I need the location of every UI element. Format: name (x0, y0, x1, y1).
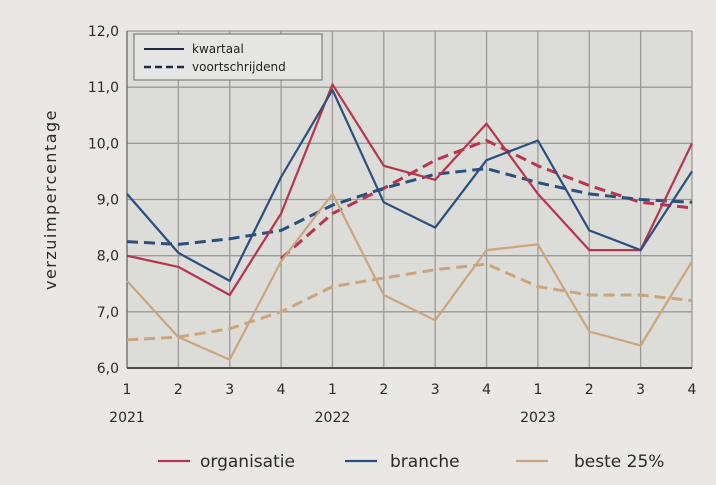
y-tick-label: 8,0 (97, 249, 119, 265)
series-line-beste-25-dashed (126, 262, 693, 342)
year-label: 2023 (520, 410, 556, 426)
x-tick-label: 3 (225, 382, 234, 398)
color-legend-label: beste 25% (574, 452, 664, 472)
x-tick-label: 3 (431, 382, 440, 398)
style-legend-box (133, 33, 323, 81)
series-line-branche-solid (126, 88, 693, 282)
x-tick-label: 4 (277, 382, 286, 398)
color-legend-label: organisatie (200, 452, 295, 472)
y-tick-label: 12,0 (88, 24, 119, 40)
x-tick-label: 2 (585, 382, 594, 398)
style-legend-label: voortschrijdend (192, 60, 286, 74)
x-tick-label: 1 (328, 382, 337, 398)
x-tick-label: 1 (533, 382, 542, 398)
x-tick-label: 2 (174, 382, 183, 398)
series-line-branche-dashed (126, 167, 693, 246)
x-tick-label: 4 (688, 382, 697, 398)
year-label: 2021 (109, 410, 145, 426)
y-tick-label: 9,0 (97, 193, 119, 209)
series-line-organisatie-solid (126, 83, 693, 297)
series-line-organisatie-dashed (280, 139, 693, 260)
color-legend-label: branche (390, 452, 460, 472)
y-tick-label: 6,0 (97, 361, 119, 377)
y-axis-label: verzuimpercentage (41, 109, 60, 290)
x-tick-label: 3 (636, 382, 645, 398)
y-tick-label: 11,0 (88, 80, 119, 96)
x-tick-label: 4 (482, 382, 491, 398)
x-tick-label: 1 (123, 382, 132, 398)
series-line-beste-25-solid (126, 192, 693, 361)
y-tick-label: 7,0 (97, 305, 119, 321)
year-label: 2022 (315, 410, 351, 426)
style-legend-label: kwartaal (192, 42, 244, 56)
x-tick-label: 2 (379, 382, 388, 398)
y-tick-label: 10,0 (88, 136, 119, 152)
